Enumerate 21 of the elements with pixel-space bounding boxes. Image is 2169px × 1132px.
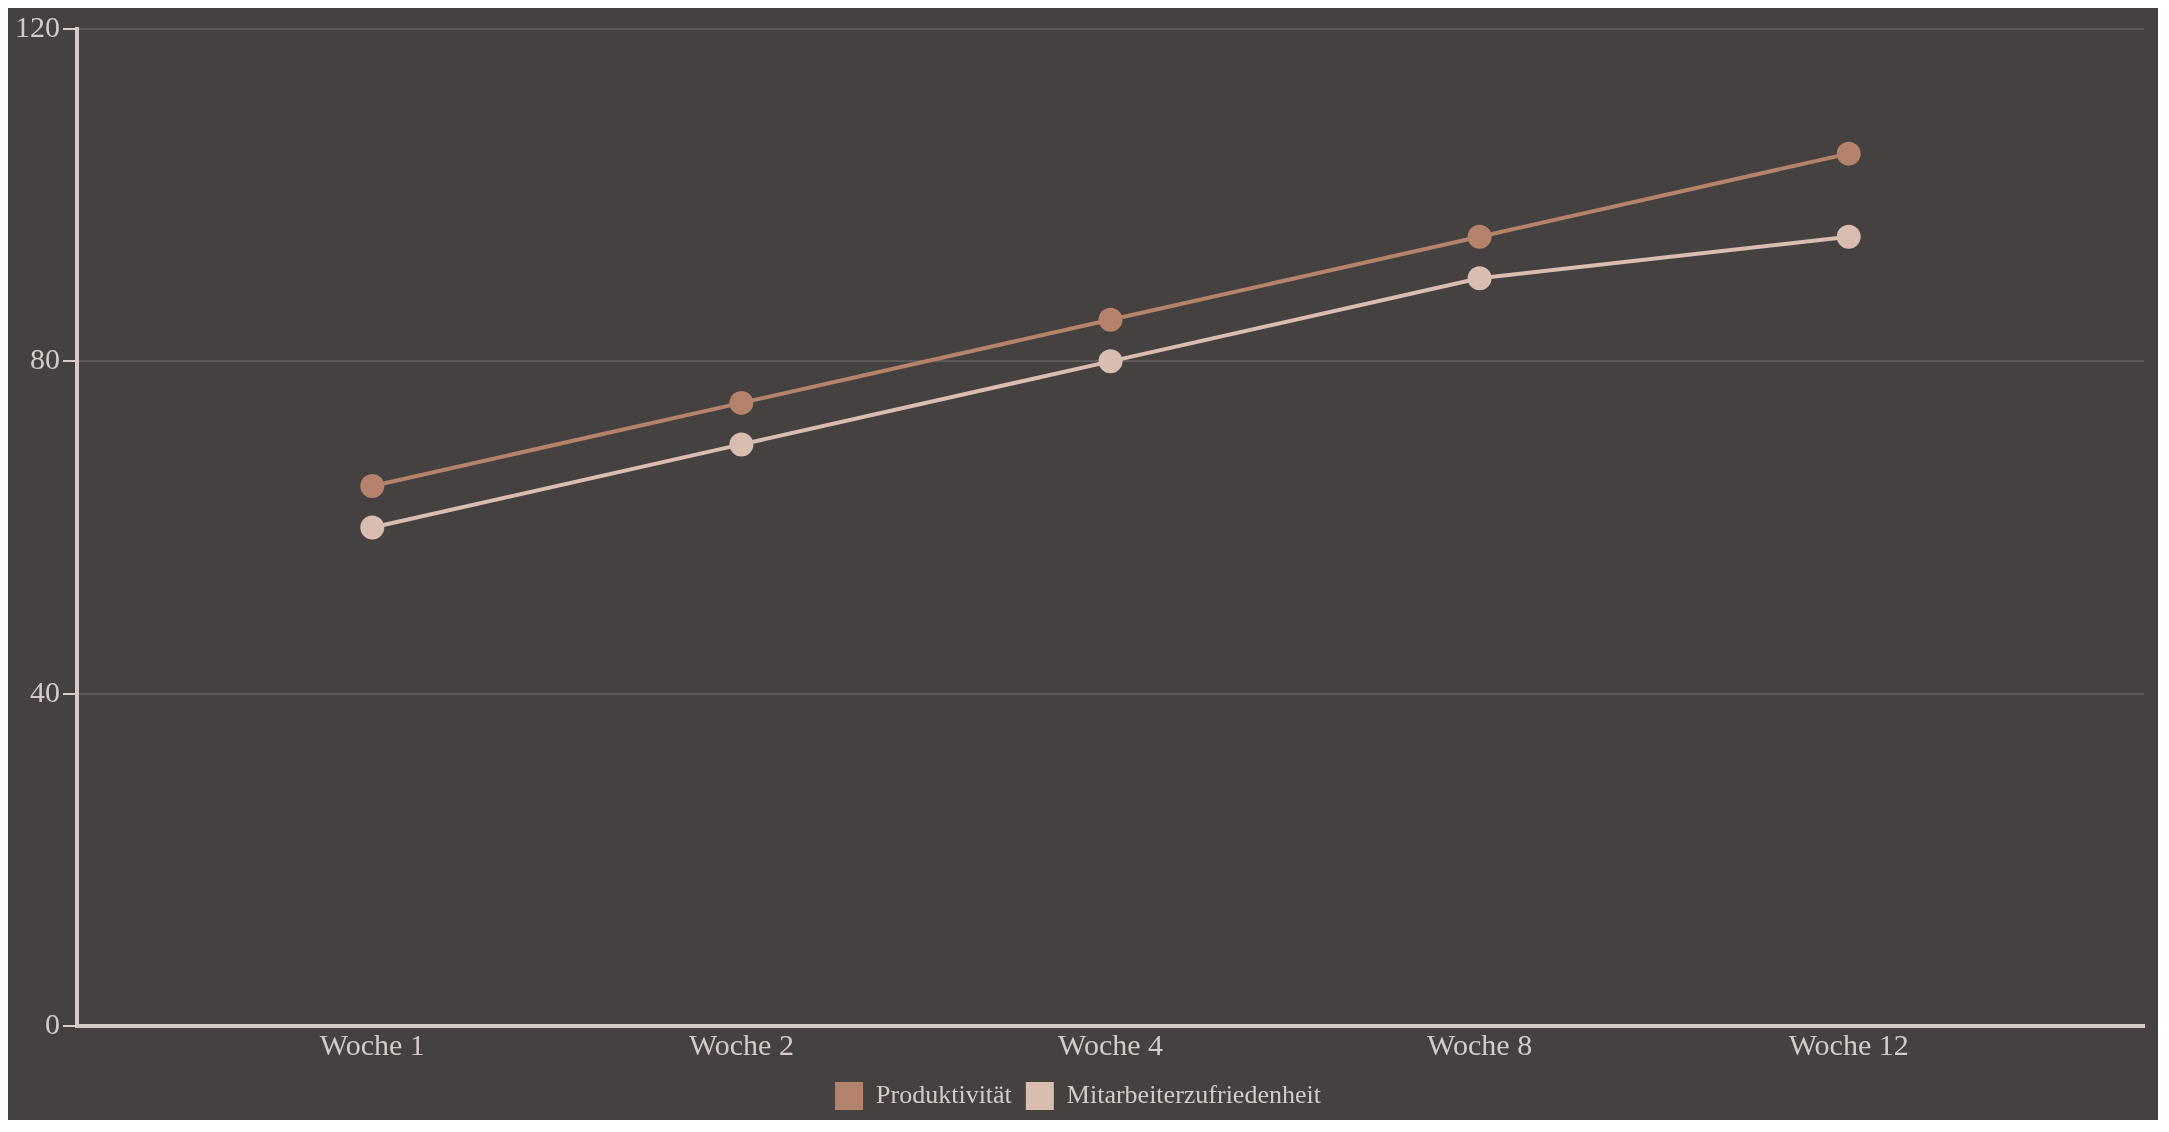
point [1098, 349, 1123, 374]
x-tick-label: Woche 1 [319, 1027, 425, 1061]
point [360, 473, 385, 498]
point [729, 432, 754, 457]
point [360, 515, 385, 540]
x-tick-label: Woche 8 [1427, 1027, 1533, 1061]
point [1836, 141, 1861, 166]
point [729, 390, 754, 415]
x-tick-label: Woche 12 [1788, 1027, 1909, 1061]
y-tick-label: 80 [30, 342, 60, 376]
y-tick-label: 40 [30, 674, 60, 708]
y-tick-label: 0 [45, 1006, 60, 1040]
point [1836, 224, 1861, 249]
point [1467, 224, 1492, 249]
legend-label: Mitarbeiterzufriedenheit [1066, 1079, 1322, 1109]
point [1098, 307, 1123, 332]
x-tick-label: Woche 2 [688, 1027, 794, 1061]
point [1467, 266, 1492, 291]
y-tick-label: 120 [15, 9, 60, 43]
legend-label: Produktivität [876, 1079, 1013, 1109]
x-tick-label: Woche 4 [1057, 1027, 1164, 1061]
